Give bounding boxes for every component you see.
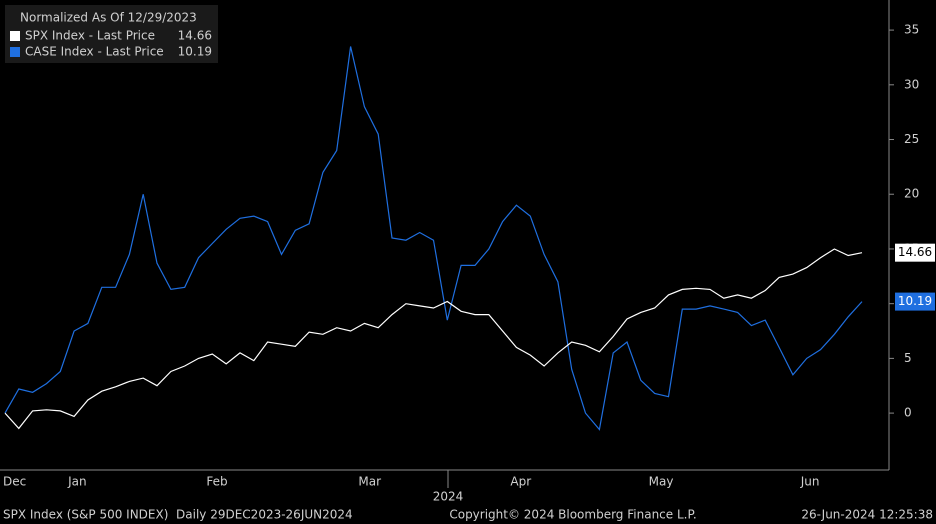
legend-value: 10.19 — [178, 45, 212, 59]
last-value-label: 10.19 — [898, 294, 932, 308]
footer-left: SPX Index (S&P 500 INDEX) Daily 29DEC202… — [3, 508, 353, 522]
x-tick-label: Jan — [67, 475, 87, 489]
legend-label: SPX Index - Last Price — [25, 29, 155, 43]
y-tick-label: 5 — [904, 351, 912, 365]
x-axis-year: 2024 — [433, 490, 464, 504]
y-tick-label: 30 — [904, 77, 919, 91]
legend-label: CASE Index - Last Price — [25, 45, 164, 59]
x-tick-label: Dec — [3, 475, 26, 489]
y-tick-label: 25 — [904, 132, 919, 146]
legend-value: 14.66 — [178, 29, 212, 43]
x-tick-label: May — [649, 475, 674, 489]
series-line — [4, 46, 863, 431]
y-tick-label: 20 — [904, 187, 919, 201]
footer-right: 26-Jun-2024 12:25:38 — [801, 508, 933, 522]
x-tick-label: Apr — [510, 475, 531, 489]
last-value-label: 14.66 — [898, 245, 932, 259]
y-tick-label: 0 — [904, 406, 912, 420]
legend-box — [5, 5, 218, 63]
legend-swatch — [10, 47, 20, 57]
footer-center: Copyright© 2024 Bloomberg Finance L.P. — [449, 508, 696, 522]
series-line — [4, 248, 863, 430]
legend-swatch — [10, 31, 20, 41]
last-value-tag — [895, 243, 935, 262]
chart-title: Normalized As Of 12/29/2023 — [20, 11, 197, 25]
y-tick-label: 35 — [904, 23, 919, 37]
x-tick-label: Mar — [358, 475, 381, 489]
x-tick-label: Feb — [206, 475, 227, 489]
last-value-tag — [895, 292, 935, 311]
x-tick-label: Jun — [800, 475, 820, 489]
